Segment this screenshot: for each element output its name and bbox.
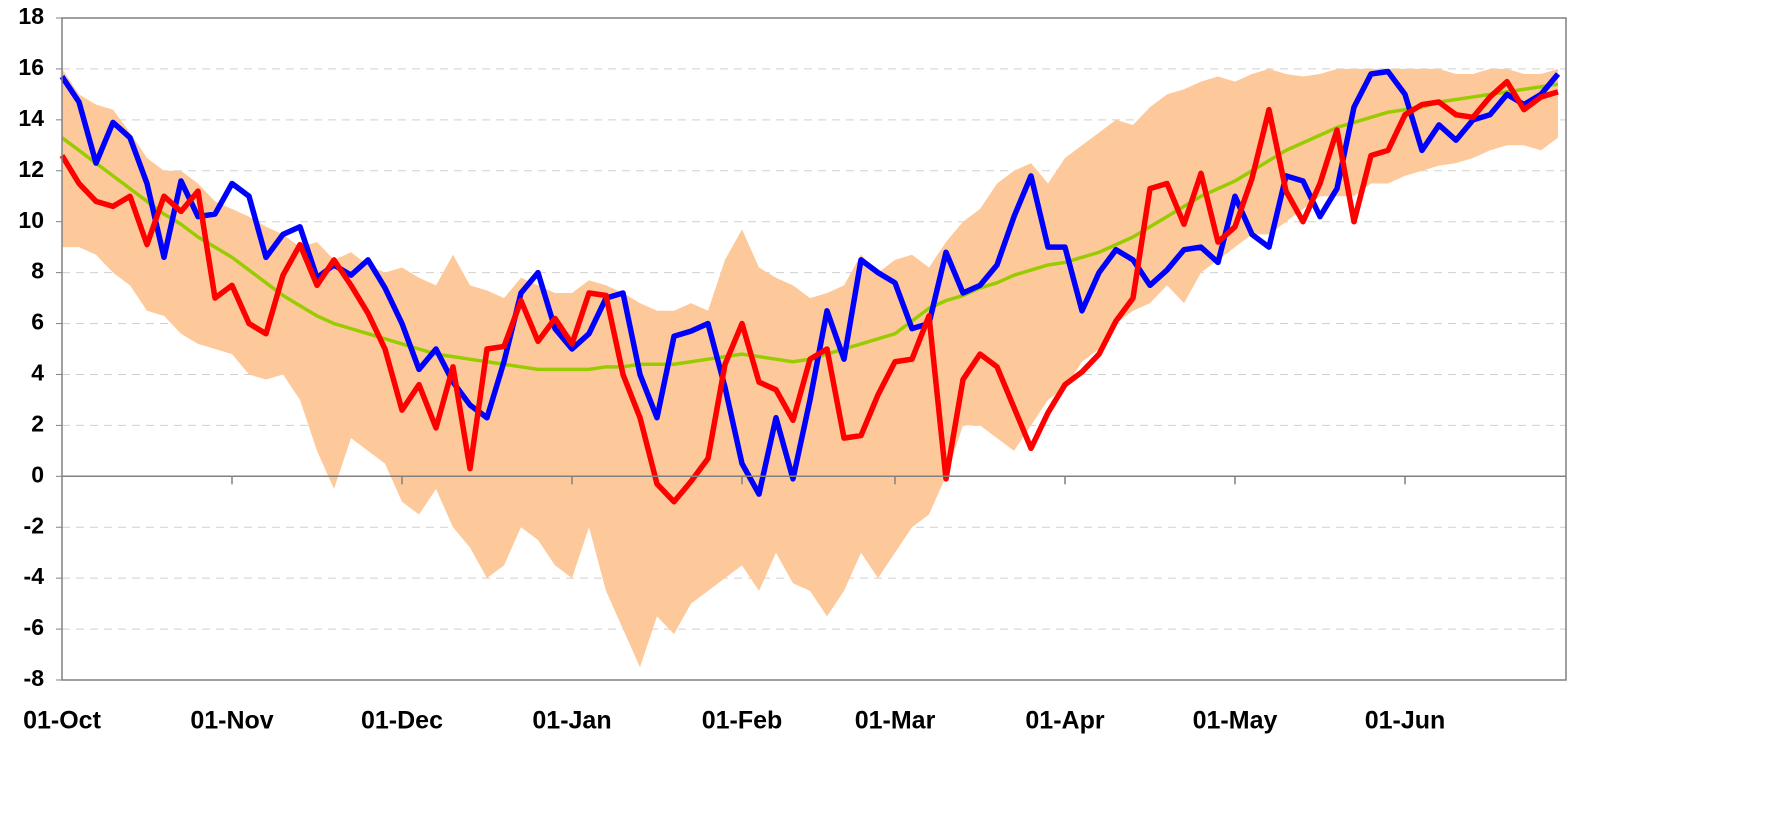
x-tick-label: 01-Jun bbox=[1365, 707, 1446, 735]
series-line bbox=[59, 78, 1559, 505]
series-line bbox=[59, 68, 1561, 497]
y-tick-label: 2 bbox=[31, 410, 44, 436]
x-tick-label: 01-Mar bbox=[855, 707, 936, 735]
y-tick-label: 18 bbox=[18, 3, 44, 29]
x-tick-label: 01-Dec bbox=[361, 707, 443, 735]
y-tick-label: 16 bbox=[18, 54, 44, 80]
y-tick-label: -8 bbox=[24, 665, 45, 691]
y-tick-label: 14 bbox=[18, 105, 44, 131]
x-tick-label: 01-Nov bbox=[190, 707, 273, 735]
x-tick-label: 01-Oct bbox=[23, 707, 101, 735]
y-tick-label: 12 bbox=[18, 156, 44, 182]
x-tick-label: 01-Feb bbox=[702, 707, 783, 735]
plot-frame bbox=[61, 17, 1567, 681]
y-tick-label: 4 bbox=[31, 360, 44, 386]
x-tick-label: 01-Apr bbox=[1025, 707, 1104, 735]
y-tick-label: -2 bbox=[24, 512, 44, 538]
y-tick-label: 6 bbox=[31, 309, 44, 335]
y-tick-label: -4 bbox=[24, 563, 45, 589]
y-tick-label: 0 bbox=[31, 461, 44, 487]
y-tick-label: 10 bbox=[18, 207, 44, 233]
y-tick-label: -6 bbox=[24, 614, 44, 640]
x-tick-label: 01-May bbox=[1193, 707, 1278, 735]
x-tick-label: 01-Jan bbox=[532, 707, 611, 735]
y-tick-label: 8 bbox=[31, 258, 44, 284]
